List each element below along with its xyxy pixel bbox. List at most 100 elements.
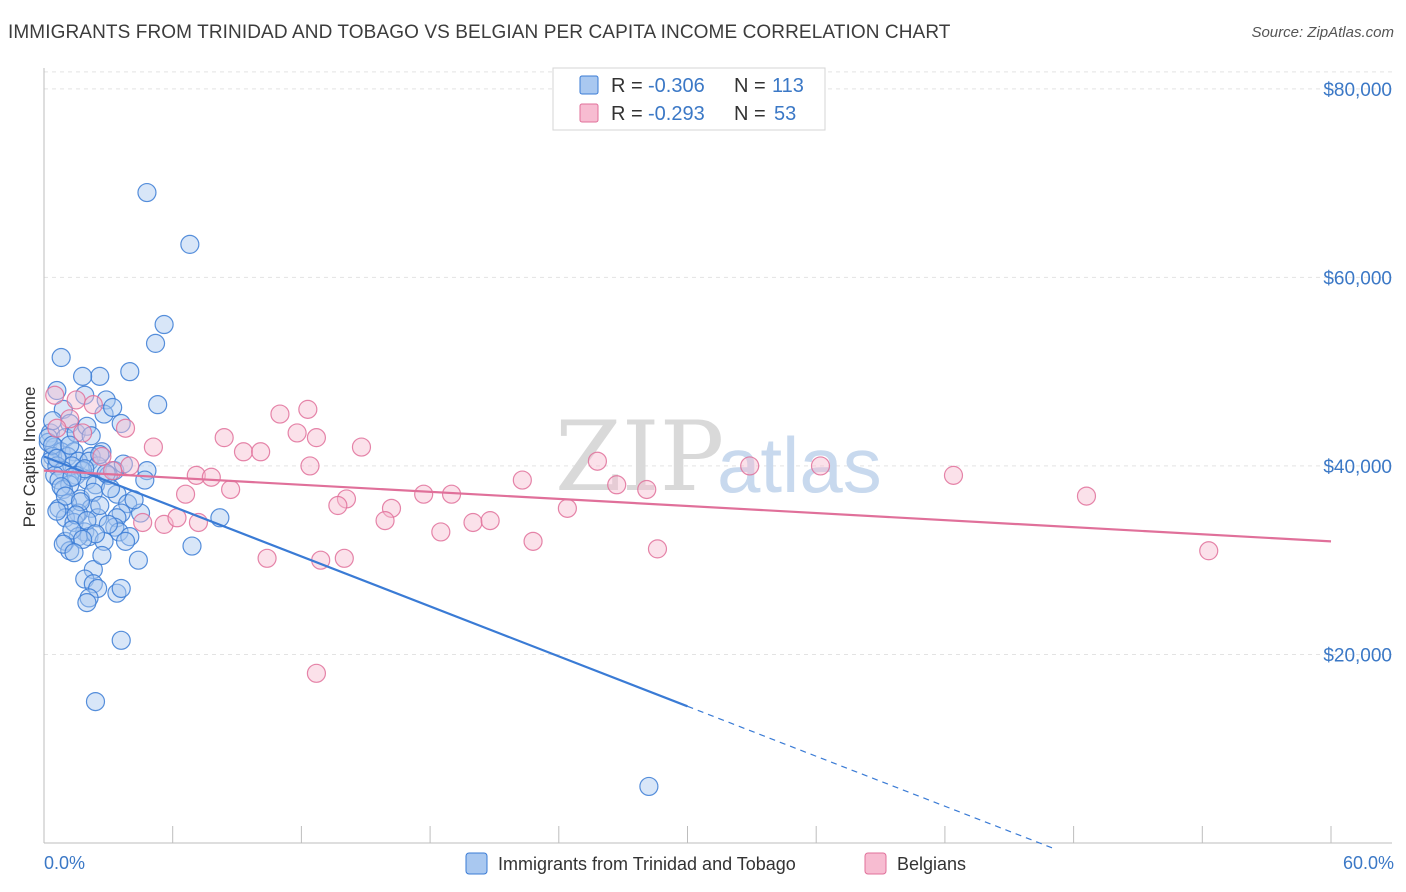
data-point <box>45 385 65 405</box>
bottom-legend-label-pink: Belgians <box>897 854 966 874</box>
data-point <box>414 484 434 504</box>
data-point <box>47 418 67 438</box>
data-point <box>60 409 80 429</box>
bottom-legend-swatch-blue <box>465 852 488 875</box>
trend-lines <box>43 455 1332 849</box>
data-point <box>557 498 577 518</box>
data-point <box>306 428 327 448</box>
data-point <box>60 435 80 455</box>
legend-n-label-pink: N = <box>734 103 766 125</box>
data-point <box>98 514 118 534</box>
data-point <box>111 630 131 650</box>
legend-r-value-pink: -0.293 <box>648 103 705 125</box>
data-point <box>270 404 290 424</box>
data-point <box>375 511 395 531</box>
data-point <box>145 333 166 353</box>
data-point <box>328 495 348 516</box>
data-point <box>120 456 140 476</box>
data-point <box>92 446 112 467</box>
data-point <box>221 479 241 500</box>
data-point <box>133 512 153 533</box>
correlation-legend: R = -0.306 N = 113 R = -0.293 N = 53 <box>552 67 826 131</box>
data-point <box>73 366 93 386</box>
data-point <box>49 498 69 518</box>
data-point <box>523 531 543 551</box>
data-point <box>51 477 71 497</box>
data-point <box>66 423 86 443</box>
data-point <box>66 390 86 410</box>
legend-swatch-blue <box>579 75 599 95</box>
chart-source: Source: ZipAtlas.com <box>1251 24 1394 41</box>
data-point <box>306 663 327 683</box>
data-point <box>115 418 136 438</box>
y-tick-label: $20,000 <box>1323 645 1392 666</box>
legend-n-label-blue: N = <box>734 75 766 97</box>
data-point <box>300 456 320 476</box>
data-point <box>251 442 271 462</box>
data-point <box>257 548 277 568</box>
data-point <box>77 593 97 613</box>
data-point <box>740 456 760 476</box>
data-point <box>943 465 964 485</box>
gridlines <box>44 71 1392 655</box>
data-point <box>115 531 136 551</box>
data-point <box>137 182 157 203</box>
trend-line-belgians <box>43 469 1332 543</box>
data-point <box>182 536 202 556</box>
data-point <box>103 397 123 418</box>
data-point <box>103 461 123 481</box>
legend-swatch-pink <box>579 103 599 123</box>
data-point <box>111 578 131 599</box>
data-point <box>88 508 108 528</box>
data-point <box>334 548 354 568</box>
data-point <box>287 423 307 443</box>
y-tick-label: $40,000 <box>1323 457 1392 478</box>
data-point <box>64 543 84 563</box>
trend-line-trinidad-extension <box>687 705 1053 849</box>
chart-title: IMMIGRANTS FROM TRINIDAD AND TOBAGO VS B… <box>8 22 951 43</box>
data-point <box>128 550 148 570</box>
data-point <box>109 522 129 542</box>
bottom-legend-swatch-pink <box>864 852 887 875</box>
legend-n-value-pink: 53 <box>774 103 796 125</box>
y-tick-labels: $20,000 $40,000 $60,000 $80,000 <box>1323 80 1392 667</box>
data-point <box>83 395 103 415</box>
y-axis-label: Per Capita Income <box>20 387 39 528</box>
data-point <box>92 442 112 462</box>
data-point <box>55 486 76 506</box>
data-point <box>85 691 106 712</box>
data-point <box>431 522 451 542</box>
legend-n-value-blue: 113 <box>772 75 804 97</box>
data-point <box>66 505 86 525</box>
data-point <box>607 475 627 495</box>
data-point <box>201 467 221 487</box>
data-point <box>647 539 668 559</box>
legend-r-value-blue: -0.306 <box>648 75 705 97</box>
data-point <box>90 366 110 386</box>
data-point <box>1076 486 1097 506</box>
data-point <box>180 234 200 254</box>
data-point <box>135 470 155 490</box>
trend-line-trinidad <box>43 455 688 708</box>
data-point <box>463 512 483 533</box>
x-tick-label-min: 0.0% <box>44 853 85 873</box>
watermark-zip: ZIP <box>555 401 724 513</box>
data-point <box>96 390 116 410</box>
data-point <box>810 456 831 476</box>
data-point <box>587 451 608 471</box>
data-point <box>92 545 112 566</box>
bottom-legend-label-blue: Immigrants from Trinidad and Tobago <box>498 854 796 874</box>
data-point <box>298 399 318 419</box>
data-point <box>480 511 500 531</box>
data-point <box>637 479 657 500</box>
data-point <box>381 498 402 518</box>
data-point <box>233 442 254 462</box>
data-point <box>120 362 140 382</box>
series-legend: Immigrants from Trinidad and Tobago Belg… <box>465 852 966 875</box>
data-point <box>73 423 93 443</box>
series-belgians-points <box>45 385 1219 683</box>
data-point <box>47 501 67 521</box>
y-tick-label: $60,000 <box>1323 268 1392 289</box>
data-point <box>639 776 659 797</box>
